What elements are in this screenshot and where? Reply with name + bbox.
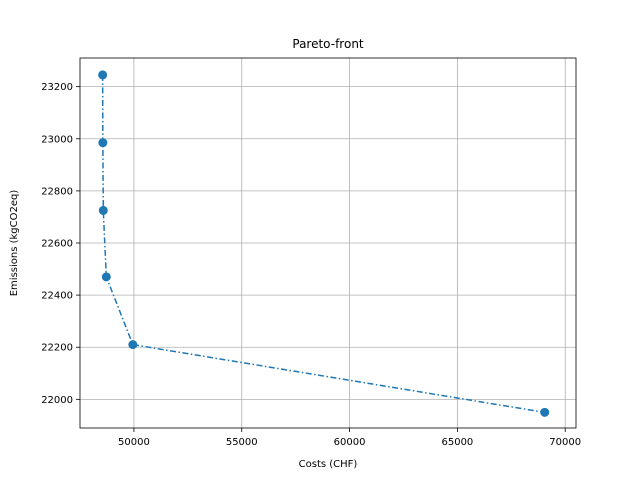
y-tick-label: 22800 xyxy=(41,186,73,197)
chart-title: Pareto-front xyxy=(292,37,364,51)
x-axis: 50000 55000 60000 65000 70000 xyxy=(118,428,581,448)
data-point xyxy=(98,138,108,148)
series-layer xyxy=(98,70,550,417)
y-tick-label: 22400 xyxy=(41,291,73,302)
data-point xyxy=(540,407,550,417)
y-tick-label: 22200 xyxy=(41,343,73,354)
grid xyxy=(80,58,576,428)
data-point xyxy=(98,205,108,215)
y-tick-label: 22000 xyxy=(41,395,73,406)
x-tick-label: 70000 xyxy=(549,437,581,448)
x-tick-label: 65000 xyxy=(441,437,473,448)
x-tick-label: 50000 xyxy=(118,437,150,448)
x-tick-label: 60000 xyxy=(334,437,366,448)
y-axis: 22000 22200 22400 22600 22800 23000 23200 xyxy=(41,82,80,406)
x-axis-label: Costs (CHF) xyxy=(299,459,358,470)
data-point xyxy=(101,272,111,282)
y-tick-label: 22600 xyxy=(41,239,73,250)
x-tick-label: 55000 xyxy=(226,437,258,448)
data-point xyxy=(98,70,108,80)
data-point xyxy=(128,340,138,350)
y-tick-label: 23200 xyxy=(41,82,73,93)
y-axis-label: Emissions (kgCO2eq) xyxy=(9,190,20,297)
y-tick-label: 23000 xyxy=(41,134,73,145)
